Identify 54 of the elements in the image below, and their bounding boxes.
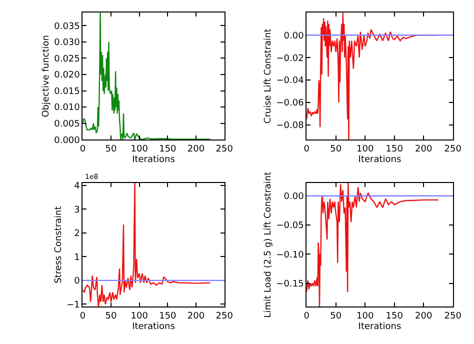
- y-tick-label: −0.06: [276, 98, 304, 109]
- x-axis-title: Iterations: [132, 155, 176, 166]
- y-tick-label: −0.10: [276, 250, 304, 260]
- y-tick-label: 1: [74, 252, 80, 263]
- x-tick-label: 150: [386, 144, 404, 154]
- y-tick-label: 0.020: [54, 70, 80, 81]
- y-tick-label: −0.15: [276, 279, 304, 290]
- y-tick-label: 3: [74, 205, 80, 216]
- y-tick-label: 0.010: [54, 103, 80, 114]
- y-axis-title: Cruise Lift Constraint: [264, 28, 274, 124]
- y-tick-label: 2: [74, 229, 80, 240]
- y-tick-label: −0.08: [276, 121, 304, 132]
- y-axis-title: Stress Constraint: [54, 206, 64, 284]
- y-tick-label: 0.015: [54, 86, 80, 97]
- x-tick-label: 50: [105, 311, 118, 322]
- x-tick-label: 200: [415, 144, 432, 154]
- x-tick-label: 150: [386, 311, 404, 322]
- x-tick-label: 100: [356, 144, 374, 154]
- line-series: [82, 183, 211, 307]
- y-tick-label: 0.025: [54, 54, 80, 64]
- line-series: [306, 183, 439, 307]
- y-tick-label: −0.02: [276, 54, 304, 64]
- x-tick-label: 200: [415, 311, 432, 322]
- y-tick-label: 0.00: [284, 192, 304, 202]
- x-tick-label: 100: [356, 311, 374, 322]
- x-tick-label: 250: [216, 311, 234, 322]
- y-tick-label: 4: [74, 182, 80, 192]
- x-tick-label: 150: [159, 311, 177, 322]
- x-axis-title: Iterations: [358, 155, 402, 166]
- y-tick-label: 0.000: [54, 136, 80, 146]
- x-tick-label: 250: [216, 144, 234, 154]
- y-tick-label: −1: [66, 300, 80, 310]
- x-tick-label: 250: [444, 144, 462, 154]
- x-tick-label: 50: [330, 311, 342, 322]
- x-tick-label: 250: [444, 311, 462, 322]
- x-tick-label: 100: [130, 311, 148, 322]
- x-tick-label: 100: [130, 144, 148, 154]
- line-series: [82, 12, 211, 140]
- x-axis-title: Iterations: [132, 322, 176, 332]
- y-tick-label: 0.030: [54, 38, 80, 48]
- x-tick-label: 150: [159, 144, 177, 154]
- y-tick-label: 0.00: [284, 31, 304, 42]
- y-axis-title: Objective function: [41, 34, 52, 118]
- x-tick-label: 50: [330, 144, 342, 154]
- x-tick-label: 200: [187, 144, 205, 154]
- x-tick-label: 200: [187, 311, 205, 322]
- y-tick-label: 0: [74, 276, 80, 287]
- y-axis-title: Limit Load (2.5 g) Lift Constraint: [264, 171, 274, 318]
- y-tick-label: 0.005: [54, 119, 80, 130]
- x-axis-title: Iterations: [358, 322, 402, 332]
- y-tick-label: −0.05: [276, 221, 304, 232]
- y-tick-label: −0.04: [276, 76, 304, 86]
- y-tick-label: 0.035: [54, 22, 80, 32]
- x-tick-label: 50: [105, 144, 118, 154]
